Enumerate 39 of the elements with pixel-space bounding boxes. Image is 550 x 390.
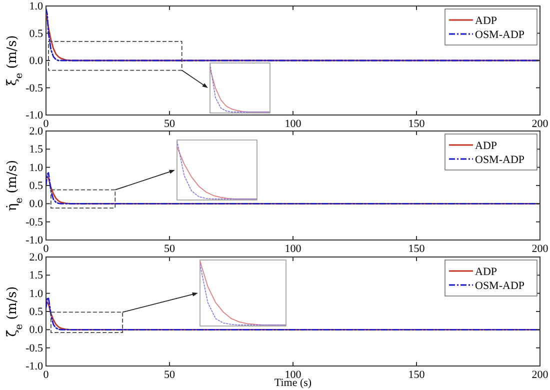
x-tick-label: 100 <box>284 118 302 130</box>
y-tick-label: 2.0 <box>29 252 44 264</box>
y-tick-label: 1.5 <box>29 270 44 282</box>
y-tick-label: -0.5 <box>26 82 44 94</box>
x-tick-label: 0 <box>43 369 50 381</box>
y-tick-label: 1.0 <box>29 288 44 300</box>
y-tick-label: 0.5 <box>29 28 44 40</box>
y-tick-label: 0.5 <box>29 306 44 318</box>
x-tick-label: 50 <box>164 243 176 255</box>
x-tick-label: 200 <box>532 369 549 381</box>
y-tick-label: 0.0 <box>29 198 44 210</box>
y-tick-label: 1.0 <box>29 0 44 12</box>
legend-label: OSM-ADP <box>475 280 525 292</box>
y-tick-label: -0.5 <box>26 216 44 228</box>
y-tick-label: 0.0 <box>29 324 44 336</box>
x-tick-label: 150 <box>408 118 426 130</box>
legend-label: OSM-ADP <box>475 154 525 166</box>
x-tick-label: 0 <box>43 243 50 255</box>
x-tick-label: 200 <box>532 118 549 130</box>
y-tick-label: -0.5 <box>26 342 44 354</box>
legend-label: OSM-ADP <box>475 29 525 41</box>
y-tick-label: 0.5 <box>29 180 44 192</box>
y-tick-label: 1.5 <box>29 144 44 156</box>
legend-label: ADP <box>475 15 498 27</box>
x-tick-label: 150 <box>408 369 426 381</box>
x-tick-label: 50 <box>164 118 176 130</box>
y-tick-label: -1.0 <box>26 360 44 372</box>
y-tick-label: -1.0 <box>26 234 44 246</box>
x-tick-label: 150 <box>408 243 426 255</box>
y-tick-label: -1.0 <box>26 110 44 122</box>
x-tick-label: 200 <box>532 243 549 255</box>
y-tick-label: 0.0 <box>29 55 44 67</box>
legend-label: ADP <box>475 140 498 152</box>
x-tick-label: 0 <box>43 118 50 130</box>
y-tick-label: 1.0 <box>29 162 44 174</box>
x-tick-label: 50 <box>164 369 176 381</box>
legend-label: ADP <box>475 266 498 278</box>
y-tick-label: 2.0 <box>29 126 44 138</box>
x-tick-label: 100 <box>284 243 302 255</box>
